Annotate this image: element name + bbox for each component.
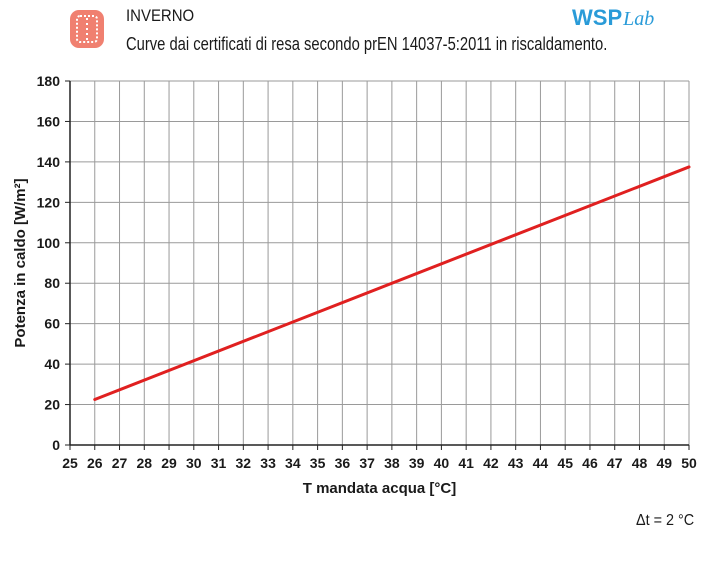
x-tick-label: 36: [335, 455, 351, 471]
y-tick-label: 100: [37, 235, 61, 251]
y-tick-label: 120: [37, 194, 61, 210]
x-tick-label: 41: [458, 455, 474, 471]
x-tick-label: 37: [359, 455, 375, 471]
x-tick-label: 25: [62, 455, 78, 471]
x-tick-label: 42: [483, 455, 499, 471]
brand-logo: WSPLab: [572, 5, 655, 31]
y-tick-label: 0: [52, 437, 60, 453]
x-tick-label: 38: [384, 455, 400, 471]
x-tick-label: 27: [112, 455, 128, 471]
x-tick-label: 32: [236, 455, 252, 471]
x-tick-label: 26: [87, 455, 103, 471]
y-tick-label: 20: [44, 397, 60, 413]
chart-title: INVERNO: [126, 6, 195, 25]
x-tick-label: 30: [186, 455, 202, 471]
x-tick-label: 40: [434, 455, 450, 471]
x-tick-label: 29: [161, 455, 177, 471]
x-tick-label: 49: [656, 455, 672, 471]
x-tick-label: 28: [136, 455, 152, 471]
brand-logo-suffix: Lab: [623, 8, 655, 30]
x-tick-label: 45: [557, 455, 573, 471]
x-tick-label: 50: [681, 455, 697, 471]
y-tick-label: 160: [37, 113, 61, 129]
x-tick-label: 43: [508, 455, 524, 471]
x-tick-label: 31: [211, 455, 227, 471]
x-tick-label: 34: [285, 455, 301, 471]
brand-logo-main: WSP: [572, 5, 623, 30]
x-axis-label: T mandata acqua [°C]: [303, 480, 457, 497]
y-axis-label: Potenza in caldo [W/m²]: [12, 178, 29, 347]
series-line: [93, 165, 691, 401]
x-tick-label: 35: [310, 455, 326, 471]
y-tick-label: 40: [44, 356, 60, 372]
chart-subtitle: Curve dai certificati di resa secondo pr…: [126, 34, 608, 54]
y-tick-label: 140: [37, 154, 61, 170]
x-tick-label: 46: [582, 455, 598, 471]
y-tick-label: 180: [37, 73, 61, 89]
x-tick-label: 48: [632, 455, 648, 471]
radiator-winter-icon: [70, 10, 104, 48]
delta-t-note: Δt = 2 °C: [636, 512, 695, 529]
x-tick-label: 33: [260, 455, 276, 471]
y-tick-label: 80: [44, 275, 60, 291]
y-tick-label: 60: [44, 316, 60, 332]
x-tick-label: 39: [409, 455, 425, 471]
x-tick-label: 44: [533, 455, 549, 471]
x-tick-label: 47: [607, 455, 623, 471]
